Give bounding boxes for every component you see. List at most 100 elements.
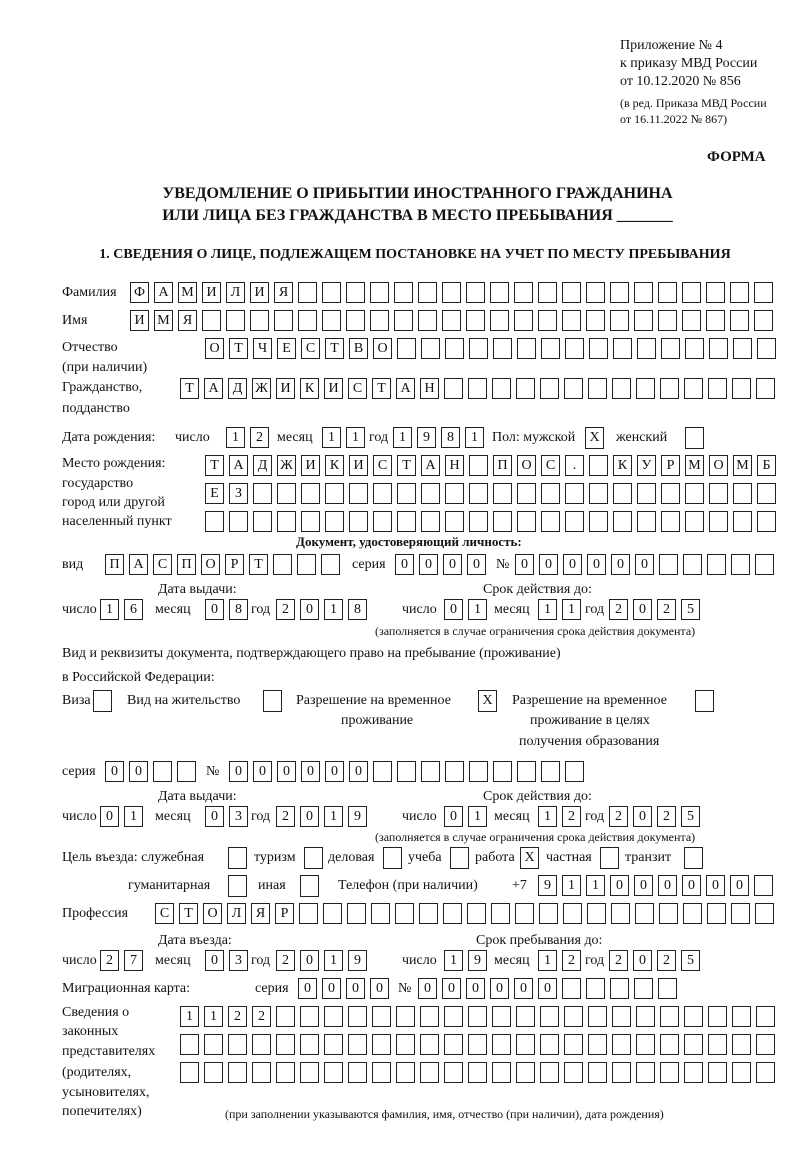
- char-box[interactable]: [732, 378, 751, 399]
- char-box[interactable]: И: [276, 378, 295, 399]
- char-box[interactable]: [634, 978, 653, 999]
- char-box[interactable]: [347, 903, 366, 924]
- char-box[interactable]: [370, 310, 389, 331]
- char-box[interactable]: [491, 903, 510, 924]
- char-box[interactable]: [732, 1006, 751, 1027]
- char-box[interactable]: 2: [657, 806, 676, 827]
- char-box[interactable]: [661, 338, 680, 359]
- char-box[interactable]: [613, 483, 632, 504]
- char-box[interactable]: 0: [205, 599, 224, 620]
- char-box[interactable]: [346, 310, 365, 331]
- char-box[interactable]: 0: [322, 978, 341, 999]
- char-box[interactable]: [707, 554, 726, 575]
- char-box[interactable]: 3: [229, 950, 248, 971]
- purpose-private-checkbox[interactable]: [600, 847, 619, 869]
- char-box[interactable]: 0: [325, 761, 344, 782]
- char-box[interactable]: [541, 511, 560, 532]
- char-box[interactable]: [466, 310, 485, 331]
- char-box[interactable]: [516, 1006, 535, 1027]
- char-box[interactable]: О: [205, 338, 224, 359]
- char-box[interactable]: 0: [105, 761, 124, 782]
- char-box[interactable]: [586, 282, 605, 303]
- char-box[interactable]: [468, 378, 487, 399]
- char-box[interactable]: [299, 903, 318, 924]
- char-box[interactable]: П: [105, 554, 124, 575]
- char-box[interactable]: [757, 511, 776, 532]
- char-box[interactable]: [301, 483, 320, 504]
- char-box[interactable]: 0: [633, 806, 652, 827]
- char-box[interactable]: 9: [538, 875, 557, 896]
- char-box[interactable]: [492, 378, 511, 399]
- visa-checkbox[interactable]: [93, 690, 112, 712]
- char-box[interactable]: [589, 455, 608, 476]
- char-box[interactable]: [273, 554, 292, 575]
- char-box[interactable]: [468, 1034, 487, 1055]
- char-box[interactable]: [252, 1034, 271, 1055]
- char-box[interactable]: О: [203, 903, 222, 924]
- char-box[interactable]: [442, 310, 461, 331]
- char-box[interactable]: 0: [443, 554, 462, 575]
- char-box[interactable]: [565, 511, 584, 532]
- char-box[interactable]: [754, 875, 773, 896]
- char-box[interactable]: С: [153, 554, 172, 575]
- char-box[interactable]: [613, 511, 632, 532]
- char-box[interactable]: 0: [395, 554, 414, 575]
- char-box[interactable]: [661, 511, 680, 532]
- char-box[interactable]: [228, 1062, 247, 1083]
- char-box[interactable]: 2: [609, 950, 628, 971]
- char-box[interactable]: 1: [124, 806, 143, 827]
- char-box[interactable]: 0: [610, 875, 629, 896]
- char-box[interactable]: [708, 1006, 727, 1027]
- char-box[interactable]: [636, 1062, 655, 1083]
- char-box[interactable]: 0: [418, 978, 437, 999]
- char-box[interactable]: [612, 1062, 631, 1083]
- char-box[interactable]: [754, 282, 773, 303]
- char-box[interactable]: [564, 1062, 583, 1083]
- char-box[interactable]: К: [325, 455, 344, 476]
- char-box[interactable]: [394, 282, 413, 303]
- char-box[interactable]: [613, 338, 632, 359]
- char-box[interactable]: И: [250, 282, 269, 303]
- char-box[interactable]: [298, 310, 317, 331]
- temp-residence-checkbox[interactable]: X: [478, 690, 497, 712]
- char-box[interactable]: .: [565, 455, 584, 476]
- char-box[interactable]: [634, 282, 653, 303]
- char-box[interactable]: [469, 761, 488, 782]
- char-box[interactable]: К: [613, 455, 632, 476]
- char-box[interactable]: [300, 1034, 319, 1055]
- char-box[interactable]: Т: [372, 378, 391, 399]
- char-box[interactable]: [396, 1034, 415, 1055]
- char-box[interactable]: [490, 282, 509, 303]
- char-box[interactable]: [444, 1062, 463, 1083]
- char-box[interactable]: 0: [419, 554, 438, 575]
- char-box[interactable]: [323, 903, 342, 924]
- char-box[interactable]: Л: [226, 282, 245, 303]
- char-box[interactable]: А: [154, 282, 173, 303]
- char-box[interactable]: А: [129, 554, 148, 575]
- char-box[interactable]: [658, 978, 677, 999]
- char-box[interactable]: П: [493, 455, 512, 476]
- char-box[interactable]: А: [421, 455, 440, 476]
- char-box[interactable]: [610, 282, 629, 303]
- char-box[interactable]: [490, 310, 509, 331]
- char-box[interactable]: [562, 310, 581, 331]
- char-box[interactable]: Я: [251, 903, 270, 924]
- char-box[interactable]: 0: [466, 978, 485, 999]
- char-box[interactable]: [493, 761, 512, 782]
- char-box[interactable]: 1: [204, 1006, 223, 1027]
- char-box[interactable]: З: [229, 483, 248, 504]
- char-box[interactable]: [397, 483, 416, 504]
- char-box[interactable]: [562, 978, 581, 999]
- char-box[interactable]: 8: [229, 599, 248, 620]
- char-box[interactable]: [658, 310, 677, 331]
- char-box[interactable]: [684, 378, 703, 399]
- char-box[interactable]: М: [154, 310, 173, 331]
- char-box[interactable]: [682, 310, 701, 331]
- char-box[interactable]: [659, 903, 678, 924]
- char-box[interactable]: 0: [563, 554, 582, 575]
- char-box[interactable]: 0: [298, 978, 317, 999]
- char-box[interactable]: 0: [730, 875, 749, 896]
- char-box[interactable]: [514, 282, 533, 303]
- char-box[interactable]: [733, 511, 752, 532]
- char-box[interactable]: [372, 1006, 391, 1027]
